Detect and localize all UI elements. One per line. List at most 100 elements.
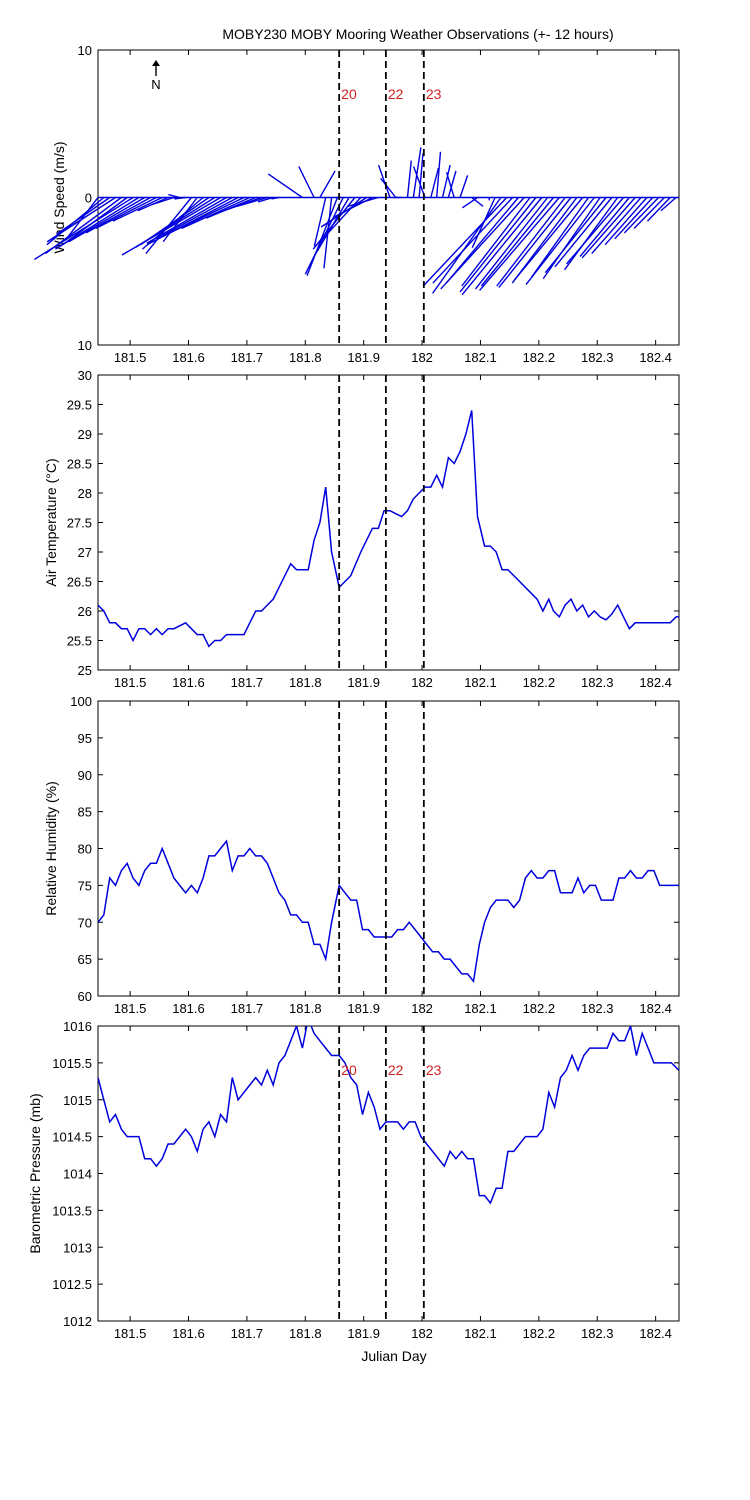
wind-vector [257, 196, 274, 203]
x-tick-label: 181.9 [347, 675, 380, 690]
x-tick-label: 182.4 [639, 1001, 672, 1016]
wind-vector [435, 151, 442, 198]
wind-vector [461, 196, 478, 209]
time-marker-label: 20 [341, 1062, 357, 1078]
wind-vector [445, 172, 455, 198]
x-tick-label: 181.7 [231, 350, 264, 365]
wind-vector [160, 196, 245, 238]
y-tick-label: 0 [85, 191, 92, 206]
wind-vector [447, 170, 457, 198]
wind-vector [614, 197, 654, 240]
wind-vector [461, 197, 531, 287]
wind-vector [459, 175, 469, 198]
wind-vector [55, 196, 140, 250]
x-tick-label: 182.2 [523, 675, 556, 690]
north-label: N [151, 77, 160, 92]
y-tick-label: 1015 [63, 1093, 92, 1108]
wind-vector [646, 197, 671, 222]
time-marker-label: 20 [341, 86, 357, 102]
x-tick-label: 181.9 [347, 1001, 380, 1016]
y-tick-label: 29 [78, 427, 92, 442]
x-tick-label: 181.9 [347, 1326, 380, 1341]
wind-vector [459, 197, 537, 293]
wind-vector [112, 196, 163, 222]
wind-vector [56, 196, 111, 235]
y-tick-label: 65 [78, 952, 92, 967]
plot-frame [97, 374, 680, 671]
x-tick-label: 182.4 [639, 1326, 672, 1341]
panel-3: 181.5 181.6 181.7 181.8 181.9 182 182.1 182.2 18… [43, 694, 680, 1016]
time-marker-label: 22 [388, 86, 404, 102]
y-tick-label: 1013 [63, 1240, 92, 1255]
wind-vector [67, 197, 99, 238]
time-marker-label: 22 [388, 1062, 404, 1078]
wind-vector [306, 197, 339, 276]
wind-vector [298, 166, 315, 198]
wind-vector [544, 197, 607, 274]
wind-vector [525, 197, 595, 285]
x-tick-label: 182.2 [523, 1001, 556, 1016]
wind-vector [513, 197, 584, 281]
x-tick-label: 182.3 [581, 1001, 614, 1016]
y-tick-label: 27.5 [67, 516, 92, 531]
y-tick-label: 25.5 [67, 634, 92, 649]
panel-1: 181.5 181.6 181.7 181.8 181.9 182 182.1 182.2 18… [33, 43, 680, 365]
x-tick-label: 182.2 [523, 1326, 556, 1341]
wind-vector [474, 197, 549, 290]
wind-vector [146, 196, 227, 244]
wind-vector [33, 196, 134, 261]
wind-vector [271, 196, 280, 200]
wind-vector [461, 197, 543, 296]
y-tick-label: 27 [78, 545, 92, 560]
x-tick-label: 181.6 [172, 1326, 205, 1341]
x-tick-label: 182 [411, 675, 433, 690]
series-line [98, 410, 679, 648]
x-tick-label: 181.8 [289, 675, 322, 690]
y-tick-label: 60 [78, 989, 92, 1004]
wind-vector [181, 196, 251, 230]
y-tick-label: 85 [78, 805, 92, 820]
x-tick-label: 182.3 [581, 675, 614, 690]
y-tick-label: 95 [78, 731, 92, 746]
y-tick-label: 90 [78, 768, 92, 783]
wind-vector [623, 197, 660, 234]
x-tick-label: 181.6 [172, 1001, 205, 1016]
y-axis-label: Wind Speed (m/s) [51, 141, 67, 253]
wind-vector [554, 197, 613, 268]
y-tick-label: 1015.5 [52, 1056, 92, 1071]
wind-vector [412, 147, 422, 198]
wind-vector [432, 197, 514, 284]
y-tick-label: 30 [78, 368, 92, 383]
wind-vector [591, 197, 642, 255]
wind-vector [150, 196, 175, 206]
wind-vector [377, 164, 391, 198]
wind-vector [422, 197, 508, 287]
x-tick-label: 182.3 [581, 1326, 614, 1341]
x-tick-label: 182.2 [523, 350, 556, 365]
wind-vector [46, 196, 116, 243]
y-tick-label: 70 [78, 915, 92, 930]
wind-vector [319, 170, 336, 198]
y-tick-label: 29.5 [67, 398, 92, 413]
wind-vector [313, 197, 327, 247]
y-tick-label: 10 [78, 338, 92, 353]
wind-vector [660, 196, 677, 212]
x-tick-label: 181.5 [114, 1326, 147, 1341]
wind-vector [440, 197, 525, 290]
x-tick-label: 181.6 [172, 675, 205, 690]
x-axis-label: Julian Day [361, 1348, 426, 1364]
x-tick-label: 182.3 [581, 350, 614, 365]
wind-vector [68, 196, 146, 243]
x-tick-label: 182.4 [639, 675, 672, 690]
x-tick-label: 181.7 [231, 1001, 264, 1016]
wind-vector [380, 177, 397, 198]
y-tick-label: 1014 [63, 1167, 92, 1182]
x-tick-label: 182.1 [464, 675, 497, 690]
x-tick-label: 182.1 [464, 1326, 497, 1341]
x-tick-label: 181.8 [289, 350, 322, 365]
wind-vector [347, 196, 379, 208]
y-tick-label: 80 [78, 842, 92, 857]
x-tick-label: 181.8 [289, 1326, 322, 1341]
panel-4: 181.5 181.6 181.7 181.8 181.9 182 182.1 182.2 18… [27, 1019, 680, 1341]
wind-vector [430, 167, 440, 198]
